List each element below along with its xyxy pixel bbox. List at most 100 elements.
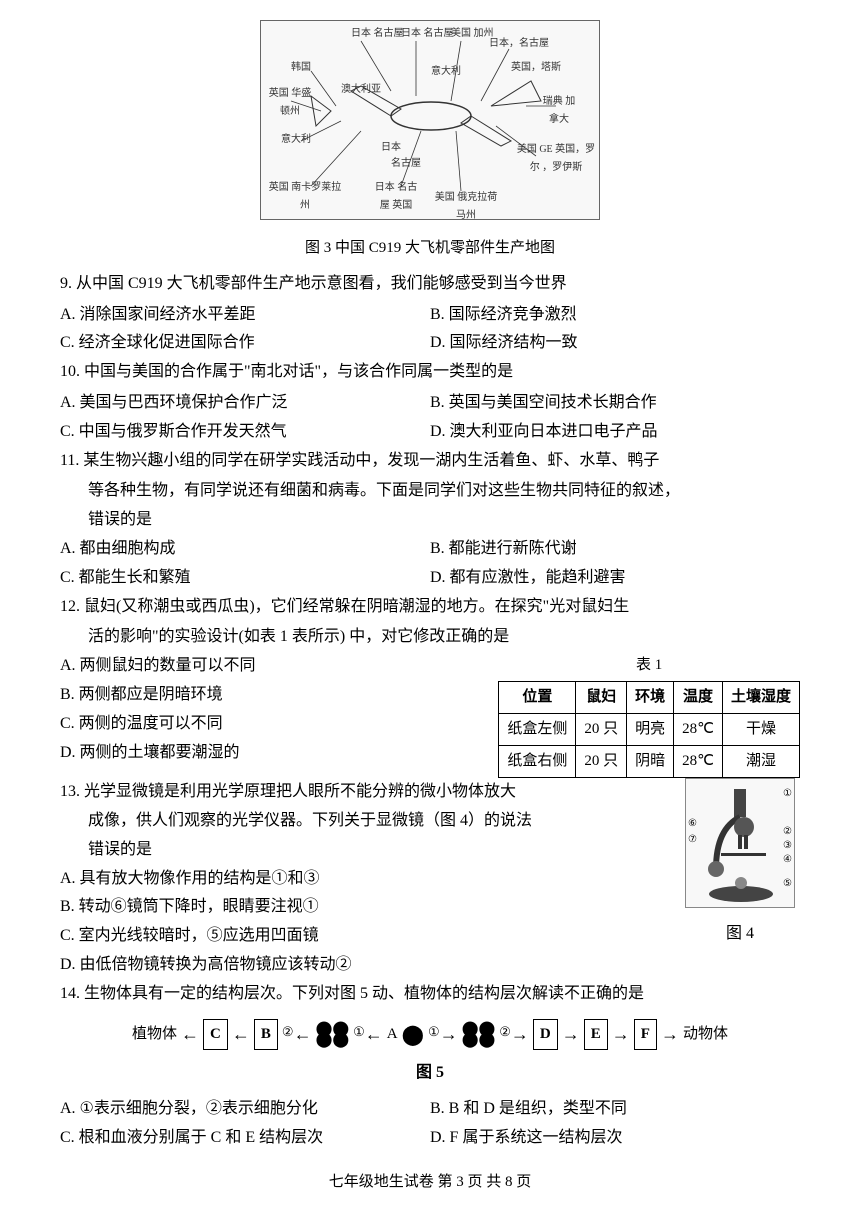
q10-optC: C. 中国与俄罗斯合作开发天然气	[60, 418, 430, 447]
q11-options2: C. 都能生长和繁殖 D. 都有应激性，能趋利避害	[60, 564, 800, 593]
q12-left: A. 两侧鼠妇的数量可以不同 B. 两侧都应是阴暗环境 C. 两侧的温度可以不同…	[60, 652, 482, 767]
arrow-labeled: ②←	[282, 1018, 312, 1050]
q14-stem: 14. 生物体具有一定的结构层次。下列对图 5 动、植物体的结构层次解读不正确的…	[60, 980, 800, 1009]
arrow-icon: ←	[232, 1018, 250, 1050]
arrow-labeled: ②→	[499, 1018, 529, 1050]
td: 28℃	[674, 714, 723, 746]
mic-label-7: ⑦	[688, 831, 697, 849]
q11-stem2: 等各种生物，有同学说还有细菌和病毒。下面是同学们对这些生物共同特征的叙述，	[60, 477, 800, 506]
q13-optB: B. 转动⑥镜筒下降时，眼睛要注视①	[60, 893, 672, 922]
th: 土壤湿度	[722, 682, 799, 714]
q14-optA: A. ①表示细胞分裂，②表示细胞分化	[60, 1095, 430, 1124]
td: 潮湿	[722, 746, 799, 778]
q11-optB: B. 都能进行新陈代谢	[430, 535, 800, 564]
td: 明亮	[627, 714, 674, 746]
th: 位置	[499, 682, 576, 714]
airplane-parts-svg	[261, 21, 601, 221]
q12-stem1: 12. 鼠妇(又称潮虫或西瓜虫)，它们经常躲在阴暗潮湿的地方。在探究"光对鼠妇生	[60, 593, 800, 622]
fig5-left: 植物体	[132, 1021, 177, 1048]
q9-optA: A. 消除国家间经济水平差距	[60, 301, 430, 330]
q9-stem: 9. 从中国 C919 大飞机零部件生产地示意图看，我们能够感受到当今世界	[60, 270, 800, 299]
td: 阴暗	[627, 746, 674, 778]
q10-optD: D. 澳大利亚向日本进口电子产品	[430, 418, 800, 447]
arrow-icon: →	[562, 1018, 580, 1050]
mic-label-4: ④	[783, 851, 792, 869]
microscope-diagram: ① ② ③ ④ ⑤ ⑥ ⑦	[685, 778, 795, 908]
cell-a: A	[387, 1021, 398, 1048]
td: 干燥	[722, 714, 799, 746]
q12-optC: C. 两侧的温度可以不同	[60, 710, 482, 739]
table-row: 纸盒左侧 20 只 明亮 28℃ 干燥	[499, 714, 800, 746]
q13-layout: 13. 光学显微镜是利用光学原理把人眼所不能分辨的微小物体放大 成像，供人们观察…	[60, 778, 800, 980]
q11-stem1: 11. 某生物兴趣小组的同学在研学实践活动中，发现一湖内生活着鱼、虾、水草、鸭子	[60, 447, 800, 476]
q10-stem: 10. 中国与美国的合作属于"南北对话"，与该合作同属一类型的是	[60, 358, 800, 387]
fig5-box-b: B	[254, 1019, 278, 1050]
fig5-right: 动物体	[683, 1021, 728, 1048]
table1: 位置 鼠妇 环境 温度 土壤湿度 纸盒左侧 20 只 明亮 28℃ 干燥 纸盒右…	[498, 681, 800, 778]
q12-right: 表 1 位置 鼠妇 环境 温度 土壤湿度 纸盒左侧 20 只 明亮 28℃ 干燥…	[498, 652, 800, 778]
q9-options: A. 消除国家间经济水平差距 B. 国际经济竞争激烈	[60, 301, 800, 330]
q14-options2: C. 根和血液分别属于 C 和 E 结构层次 D. F 属于系统这一结构层次	[60, 1124, 800, 1153]
q11-optA: A. 都由细胞构成	[60, 535, 430, 564]
td: 纸盒右侧	[499, 746, 576, 778]
table-row: 纸盒右侧 20 只 阴暗 28℃ 潮湿	[499, 746, 800, 778]
arrow-labeled: ①→	[428, 1018, 458, 1050]
q13-stem3: 错误的是	[60, 836, 672, 865]
q11-optC: C. 都能生长和繁殖	[60, 564, 430, 593]
q13-stem1: 13. 光学显微镜是利用光学原理把人眼所不能分辨的微小物体放大	[60, 778, 672, 807]
table1-caption: 表 1	[498, 652, 800, 679]
td: 纸盒左侧	[499, 714, 576, 746]
figure3-caption: 图 3 中国 C919 大飞机零部件生产地图	[60, 235, 800, 262]
q10-options2: C. 中国与俄罗斯合作开发天然气 D. 澳大利亚向日本进口电子产品	[60, 418, 800, 447]
q11-stem3: 错误的是	[60, 506, 800, 535]
fig5-box-e: E	[584, 1019, 608, 1050]
fig5-box-d: D	[533, 1019, 558, 1050]
q14-optD: D. F 属于系统这一结构层次	[430, 1124, 800, 1153]
q9-optD: D. 国际经济结构一致	[430, 329, 800, 358]
q12-optA: A. 两侧鼠妇的数量可以不同	[60, 652, 482, 681]
q11-options: A. 都由细胞构成 B. 都能进行新陈代谢	[60, 535, 800, 564]
td: 20 只	[576, 714, 627, 746]
q13-stem2: 成像，供人们观察的光学仪器。下列关于显微镜（图 4）的说法	[60, 807, 672, 836]
q9-optC: C. 经济全球化促进国际合作	[60, 329, 430, 358]
q13-optC: C. 室内光线较暗时，⑤应选用凹面镜	[60, 922, 672, 951]
q14-optC: C. 根和血液分别属于 C 和 E 结构层次	[60, 1124, 430, 1153]
q12-stem2: 活的影响"的实验设计(如表 1 表所示) 中，对它修改正确的是	[60, 623, 800, 652]
q14-options: A. ①表示细胞分裂，②表示细胞分化 B. B 和 D 是组织，类型不同	[60, 1095, 800, 1124]
fig4-caption: 图 4	[680, 920, 800, 949]
arrow-icon: →	[612, 1018, 630, 1050]
figure3-container: 日本 名古屋 日本 名古屋 美国 加州 日本，名古屋 韩国 意大利 英国，塔斯 …	[60, 20, 800, 262]
q12-layout: A. 两侧鼠妇的数量可以不同 B. 两侧都应是阴暗环境 C. 两侧的温度可以不同…	[60, 652, 800, 778]
q10-optB: B. 英国与美国空间技术长期合作	[430, 389, 800, 418]
th: 环境	[627, 682, 674, 714]
arrow-icon: →	[661, 1018, 679, 1050]
q9-optB: B. 国际经济竞争激烈	[430, 301, 800, 330]
page-footer: 七年级地生试卷 第 3 页 共 8 页	[60, 1169, 800, 1196]
q9-options2: C. 经济全球化促进国际合作 D. 国际经济结构一致	[60, 329, 800, 358]
q12-optD: D. 两侧的土壤都要潮湿的	[60, 739, 482, 768]
q13-optA: A. 具有放大物像作用的结构是①和③	[60, 865, 672, 894]
q13-left: 13. 光学显微镜是利用光学原理把人眼所不能分辨的微小物体放大 成像，供人们观察…	[60, 778, 672, 980]
mic-label-5: ⑤	[783, 875, 792, 893]
cell-icon: ⬤	[402, 1017, 424, 1053]
mic-label-1: ①	[783, 785, 792, 803]
q10-optA: A. 美国与巴西环境保护合作广泛	[60, 389, 430, 418]
q13-right: ① ② ③ ④ ⑤ ⑥ ⑦ 图 4	[680, 778, 800, 949]
fig5-caption: 图 5	[60, 1059, 800, 1088]
arrow-icon: ←	[181, 1018, 199, 1050]
q10-options: A. 美国与巴西环境保护合作广泛 B. 英国与美国空间技术长期合作	[60, 389, 800, 418]
th: 温度	[674, 682, 723, 714]
cells-icon: ⬤⬤⬤⬤	[462, 1024, 496, 1045]
td: 28℃	[674, 746, 723, 778]
q12-optB: B. 两侧都应是阴暗环境	[60, 681, 482, 710]
q13-optD: D. 由低倍物镜转换为高倍物镜应该转动②	[60, 951, 672, 980]
microscope-svg	[686, 779, 796, 909]
fig5-diagram: 植物体 ← C ← B ②← ⬤⬤⬤⬤ ①← A ⬤ ①→ ⬤⬤⬤⬤ ②→ D …	[60, 1017, 800, 1053]
cells-icon: ⬤⬤⬤⬤	[316, 1024, 350, 1045]
fig5-container: 植物体 ← C ← B ②← ⬤⬤⬤⬤ ①← A ⬤ ①→ ⬤⬤⬤⬤ ②→ D …	[60, 1017, 800, 1088]
figure3-diagram: 日本 名古屋 日本 名古屋 美国 加州 日本，名古屋 韩国 意大利 英国，塔斯 …	[260, 20, 600, 220]
q11-optD: D. 都有应激性，能趋利避害	[430, 564, 800, 593]
td: 20 只	[576, 746, 627, 778]
arrow-labeled: ①←	[353, 1018, 383, 1050]
th: 鼠妇	[576, 682, 627, 714]
